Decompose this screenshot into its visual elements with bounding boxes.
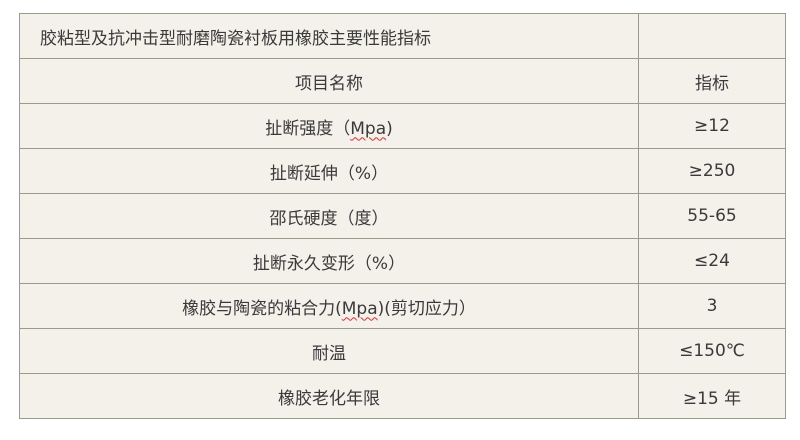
item-value: ≤150℃: [638, 328, 786, 374]
item-name: 邵氏硬度（度）: [19, 193, 639, 239]
table-row: 橡胶老化年限 ≥15 年: [19, 373, 786, 419]
item-text: 邵氏硬度（度）: [269, 208, 389, 229]
item-text: 扯断延伸（%）: [269, 163, 389, 184]
header-row: 项目名称 指标: [19, 58, 786, 104]
header-item: 项目名称: [19, 58, 639, 104]
item-text: 扯断强度（: [265, 118, 351, 139]
item-name: 扯断永久变形（%）: [19, 238, 639, 284]
item-value: ≥250: [638, 148, 786, 194]
header-value: 指标: [638, 58, 786, 104]
table-row: 扯断强度（Mpa) ≥12: [19, 103, 786, 149]
item-value: ≥15 年: [638, 373, 786, 419]
table-row: 扯断永久变形（%） ≤24: [19, 238, 786, 284]
item-value: 3: [638, 283, 786, 329]
empty-cell: [638, 13, 786, 59]
item-name: 扯断强度（Mpa): [19, 103, 639, 149]
table-row: 橡胶与陶瓷的粘合力(Mpa)(剪切应力） 3: [19, 283, 786, 329]
item-name: 橡胶与陶瓷的粘合力(Mpa)(剪切应力）: [19, 283, 639, 329]
rubber-performance-table: 胶粘型及抗冲击型耐磨陶瓷衬板用橡胶主要性能指标 项目名称 指标 扯断强度（Mpa…: [19, 13, 786, 419]
item-text: ): [386, 118, 393, 139]
spellcheck-marked-text: Mpa: [341, 298, 378, 319]
item-name: 橡胶老化年限: [19, 373, 639, 419]
table-row: 耐温 ≤150℃: [19, 328, 786, 374]
item-value: 55-65: [638, 193, 786, 239]
item-text: 橡胶老化年限: [278, 388, 380, 409]
item-text: 扯断永久变形（%）: [252, 253, 406, 274]
item-value: ≥12: [638, 103, 786, 149]
table-title: 胶粘型及抗冲击型耐磨陶瓷衬板用橡胶主要性能指标: [19, 13, 639, 59]
table-row: 扯断延伸（%） ≥250: [19, 148, 786, 194]
item-value: ≤24: [638, 238, 786, 284]
spellcheck-marked-text: Mpa: [350, 118, 387, 139]
title-row: 胶粘型及抗冲击型耐磨陶瓷衬板用橡胶主要性能指标: [19, 13, 786, 59]
item-text: 耐温: [312, 343, 346, 364]
item-name: 耐温: [19, 328, 639, 374]
item-text: 橡胶与陶瓷的粘合力(: [182, 298, 342, 319]
table-row: 邵氏硬度（度） 55-65: [19, 193, 786, 239]
item-text: )(剪切应力）: [377, 298, 476, 319]
item-name: 扯断延伸（%）: [19, 148, 639, 194]
